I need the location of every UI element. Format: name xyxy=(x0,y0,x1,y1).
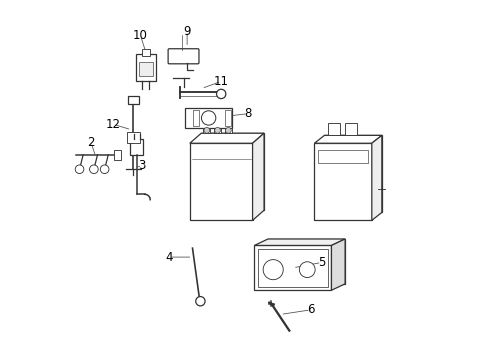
Bar xyxy=(192,110,199,126)
Bar xyxy=(254,246,331,290)
Polygon shape xyxy=(254,239,345,246)
Text: 3: 3 xyxy=(138,159,146,172)
Circle shape xyxy=(75,165,83,174)
Circle shape xyxy=(214,127,220,133)
Bar xyxy=(224,110,231,126)
Text: 2: 2 xyxy=(87,136,95,149)
Bar xyxy=(126,132,140,143)
Text: 7: 7 xyxy=(369,183,377,195)
Bar xyxy=(214,128,221,133)
Bar xyxy=(142,49,150,55)
Polygon shape xyxy=(371,135,381,220)
Circle shape xyxy=(100,165,109,174)
Circle shape xyxy=(225,127,231,133)
Text: 11: 11 xyxy=(213,75,228,88)
Circle shape xyxy=(299,262,314,278)
Bar xyxy=(139,62,153,76)
Bar xyxy=(128,96,139,104)
Text: 6: 6 xyxy=(306,303,314,316)
Bar xyxy=(328,123,339,135)
Text: 10: 10 xyxy=(133,29,148,42)
Bar xyxy=(189,143,252,220)
Bar xyxy=(224,128,231,133)
Bar xyxy=(201,133,264,210)
Bar xyxy=(314,143,371,220)
Text: 5: 5 xyxy=(317,256,325,269)
Bar xyxy=(113,149,121,160)
Text: 8: 8 xyxy=(244,107,251,120)
Circle shape xyxy=(201,111,215,125)
Bar xyxy=(136,54,156,81)
Circle shape xyxy=(89,165,98,174)
Circle shape xyxy=(195,297,204,306)
Text: 9: 9 xyxy=(183,25,190,38)
Text: 1: 1 xyxy=(192,170,200,183)
Circle shape xyxy=(263,260,283,280)
Polygon shape xyxy=(331,239,345,290)
Bar xyxy=(258,249,327,287)
Polygon shape xyxy=(252,133,264,220)
Bar xyxy=(267,239,345,284)
Circle shape xyxy=(203,127,209,133)
Bar xyxy=(324,135,381,212)
Bar xyxy=(317,150,367,163)
Bar xyxy=(185,108,231,128)
Polygon shape xyxy=(189,133,264,143)
Text: 4: 4 xyxy=(165,251,173,264)
Circle shape xyxy=(216,89,225,99)
Polygon shape xyxy=(314,135,381,143)
Bar xyxy=(203,128,210,133)
Text: 12: 12 xyxy=(106,118,121,131)
Bar xyxy=(344,123,356,135)
FancyBboxPatch shape xyxy=(168,49,199,64)
Bar xyxy=(130,139,143,155)
